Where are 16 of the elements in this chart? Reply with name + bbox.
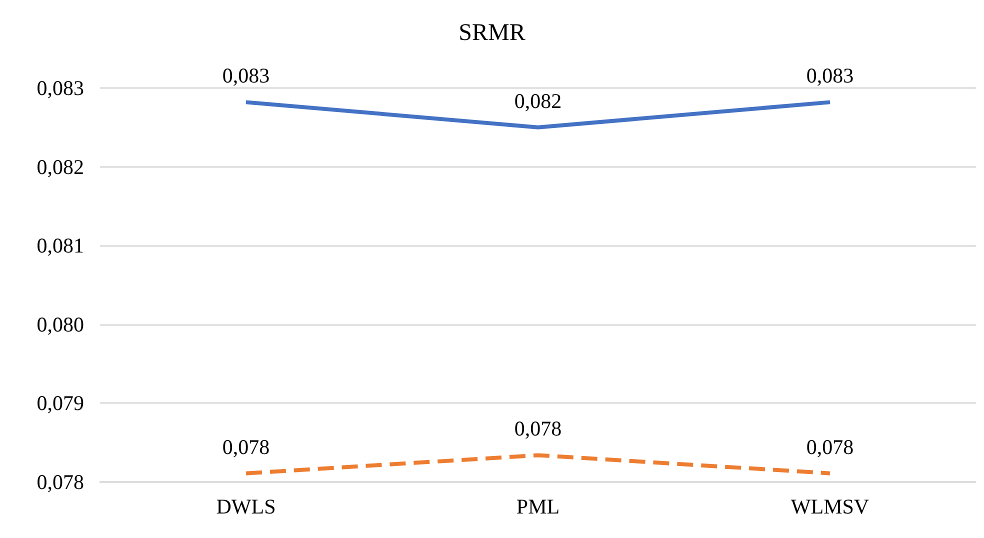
y-tick-label: 0,079 xyxy=(36,391,84,416)
x-tick-label: DWLS xyxy=(216,494,276,518)
data-label: 0,083 xyxy=(222,64,270,88)
y-tick-label: 0,078 xyxy=(36,470,84,494)
data-label: 0,083 xyxy=(806,64,854,88)
y-tick-label: 0,081 xyxy=(36,234,84,258)
data-label: 0,078 xyxy=(514,416,562,441)
y-tick-label: 0,080 xyxy=(36,312,84,336)
x-tick-label: PML xyxy=(516,494,560,518)
x-tick-label: WLMSV xyxy=(790,494,870,518)
data-label: 0,082 xyxy=(514,88,562,113)
data-label: 0,078 xyxy=(222,434,270,459)
y-tick-label: 0,082 xyxy=(36,154,84,179)
y-tick-label: 0,083 xyxy=(36,76,84,100)
data-label: 0,078 xyxy=(806,434,854,459)
chart-title: SRMR xyxy=(458,20,526,46)
